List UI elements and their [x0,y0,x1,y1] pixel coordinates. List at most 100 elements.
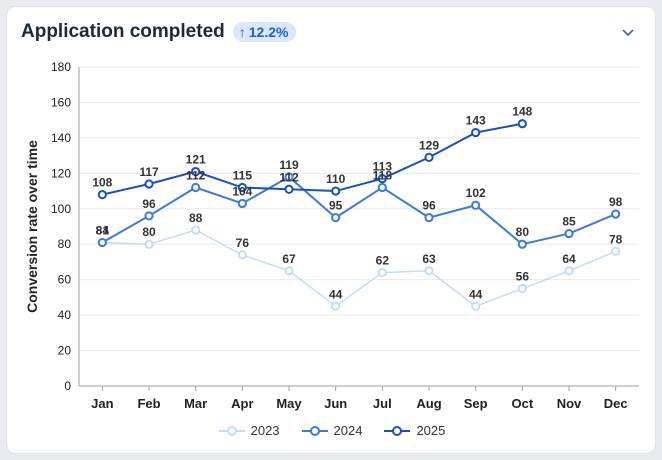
y-tick-label: 160 [51,95,71,109]
data-point-2023 [471,301,481,311]
data-point-2023 [611,246,621,256]
data-label-2023: 80 [142,225,156,239]
data-label-2024: 96 [142,197,156,211]
data-label-2023: 44 [469,287,483,301]
data-label-2025: 148 [512,105,532,119]
data-label-2025: 143 [466,114,486,128]
data-label-2024: 112 [186,169,206,183]
legend-item-2023[interactable]: 2023 [218,423,280,438]
data-point-2025 [284,184,294,194]
data-point-2024 [611,209,621,219]
y-axis-label: Conversion rate over time [24,140,40,313]
data-label-2023: 81 [96,223,110,237]
data-point-2023 [191,225,201,235]
x-tick-label: Jan [91,396,113,411]
data-label-2024: 118 [373,169,393,183]
data-point-2025 [331,186,341,196]
data-point-2025 [377,174,387,184]
x-tick-label: Oct [511,396,533,411]
data-label-2025: 117 [139,165,159,179]
y-tick-label: 60 [58,273,72,287]
x-tick-label: Aug [416,396,441,411]
y-tick-label: 20 [58,344,72,358]
data-label-2024: 102 [466,186,486,200]
x-tick-label: Apr [231,396,253,411]
data-label-2025: 121 [186,153,206,167]
data-point-2024 [191,182,201,193]
legend-label: 2023 [250,423,280,438]
x-tick-label: Mar [184,396,207,411]
line-chart: 0 20 40 60 80 100 120 140 160 180 Jan Feb Mar Apr May J… [24,60,639,411]
data-label-2023: 67 [282,252,296,266]
x-tick-label: May [276,396,302,411]
card-header: Application completed ↑ 12.2% [21,21,297,43]
data-point-2024 [237,198,247,209]
y-tick-label: 100 [51,202,71,216]
data-point-2023 [517,283,527,294]
data-label-2023: 88 [189,211,203,225]
data-label-2024: 96 [422,199,436,213]
data-point-2024 [517,239,527,249]
data-point-2023 [564,266,574,276]
y-tick-label: 180 [51,60,71,74]
data-label-2024: 95 [329,199,343,213]
series-line-2025 [102,122,523,196]
data-point-2025 [97,190,107,200]
x-tick-label: Nov [557,396,582,411]
data-point-2023 [424,266,434,276]
chart-legend: 2023 2024 2025 [7,423,657,438]
legend-swatch-icon [301,425,328,436]
data-point-2024 [284,172,294,182]
data-point-2025 [237,182,247,193]
legend-item-2025[interactable]: 2025 [384,423,445,438]
data-label-2023: 64 [562,252,576,266]
x-tick-label: Feb [137,396,160,411]
data-point-2024 [471,200,481,210]
data-point-2025 [144,179,154,189]
data-label-2024: 85 [562,215,576,229]
data-label-2023: 62 [376,254,390,268]
chevron-down-icon[interactable] [621,25,635,39]
y-tick-label: 140 [51,131,71,145]
legend-label: 2025 [416,423,446,438]
data-label-2025: 113 [373,160,393,174]
legend-swatch-icon [218,425,245,436]
data-point-2025 [424,152,434,162]
series-line-2023 [102,229,616,308]
arrow-up-icon: ↑ [238,24,246,40]
legend-swatch-icon [384,425,411,436]
data-point-2023 [237,250,247,260]
data-label-2025: 112 [279,170,299,184]
data-point-2023 [144,239,154,249]
data-point-2025 [191,166,201,177]
data-label-2024: 84 [96,223,110,237]
data-label-2025: 108 [92,176,112,190]
data-label-2025: 115 [233,169,253,183]
y-tick-label: 120 [51,166,71,180]
data-label-2024: 98 [609,195,623,209]
data-point-2023 [331,301,341,311]
data-point-2024 [144,211,154,221]
y-tick-label: 0 [64,379,71,393]
data-point-2024 [331,213,341,223]
series-line-2024 [101,175,617,246]
data-point-2024 [97,237,107,248]
data-label-2025: 129 [419,138,439,152]
data-point-2025 [517,119,527,129]
data-point-2023 [284,266,294,276]
data-label-2023: 56 [516,270,530,284]
x-tick-label: Jun [324,396,347,411]
data-point-2023 [377,267,387,278]
legend-item-2024[interactable]: 2024 [301,423,363,438]
chart-card: Application completed ↑ 12.2% 0 20 40 60 80 1… [6,6,656,454]
legend-label: 2024 [333,423,363,438]
x-tick-label: Sep [464,396,488,411]
data-label-2023: 78 [609,232,623,246]
data-label-2023: 44 [329,287,343,301]
data-label-2023: 63 [422,252,436,266]
x-tick-label: Jul [373,396,392,411]
y-tick-label: 80 [58,237,72,251]
trend-badge-value: 12.2% [248,24,289,40]
data-point-2024 [564,228,574,239]
data-label-2023: 76 [236,236,250,250]
